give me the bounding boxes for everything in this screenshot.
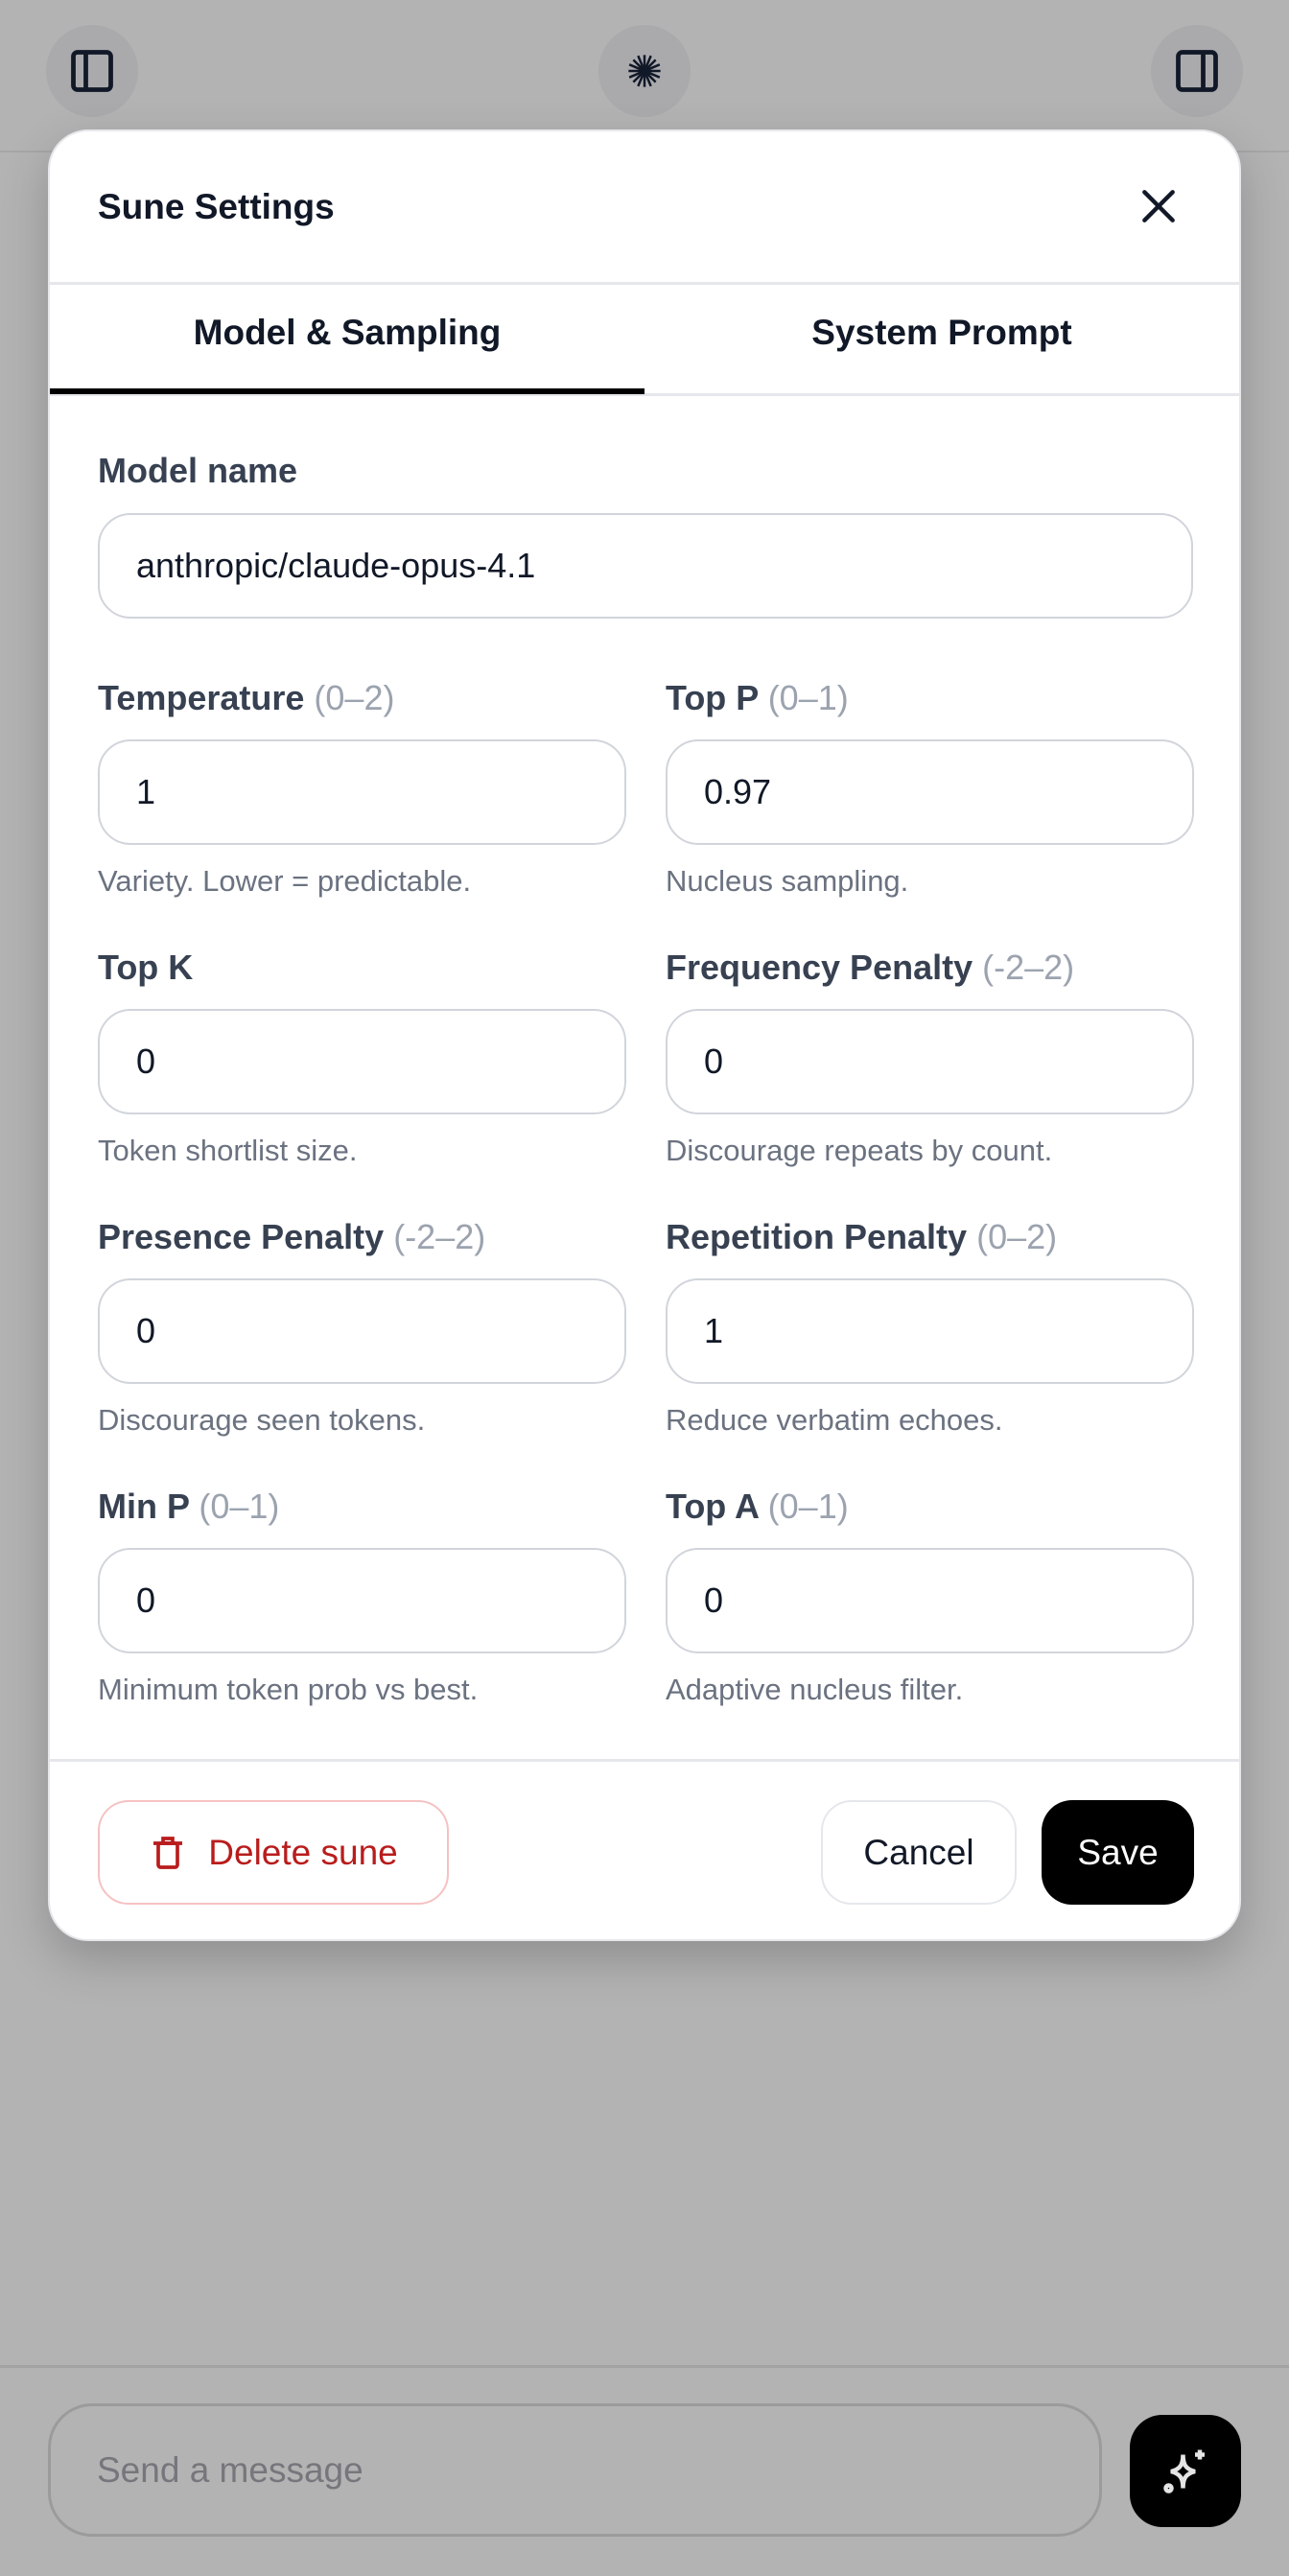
top-p-label-text: Top P — [666, 678, 759, 717]
top-p-range: (0–1) — [767, 678, 849, 717]
presence-penalty-help: Discourage seen tokens. — [98, 1403, 426, 1437]
delete-label: Delete sune — [208, 1832, 398, 1872]
presence-penalty-input[interactable]: 0 — [98, 1278, 626, 1384]
send-button[interactable] — [1130, 2415, 1241, 2527]
min-p-label: Min P (0–1) — [98, 1487, 279, 1527]
top-k-input[interactable]: 0 — [98, 1009, 626, 1114]
repetition-penalty-input[interactable]: 1 — [666, 1278, 1194, 1384]
presence-penalty-label-text: Presence Penalty — [98, 1217, 385, 1256]
min-p-label-text: Min P — [98, 1487, 190, 1526]
temperature-input[interactable]: 1 — [98, 739, 626, 845]
delete-sune-button[interactable]: Delete sune — [98, 1800, 449, 1905]
top-k-label-text: Top K — [98, 948, 194, 987]
top-p-help: Nucleus sampling. — [666, 864, 909, 898]
min-p-input[interactable]: 0 — [98, 1548, 626, 1653]
top-a-help: Adaptive nucleus filter. — [666, 1673, 964, 1706]
temperature-label: Temperature (0–2) — [98, 678, 394, 718]
top-k-label: Top K — [98, 948, 193, 988]
top-p-input[interactable]: 0.97 — [666, 739, 1194, 845]
temperature-help: Variety. Lower = predictable. — [98, 864, 472, 898]
presence-penalty-range: (-2–2) — [393, 1217, 486, 1256]
frequency-penalty-input[interactable]: 0 — [666, 1009, 1194, 1114]
sparkle-burst-icon — [628, 55, 661, 87]
repetition-penalty-label: Repetition Penalty (0–2) — [666, 1217, 1057, 1257]
close-icon[interactable] — [1137, 185, 1180, 227]
repetition-penalty-help: Reduce verbatim echoes. — [666, 1403, 1003, 1437]
divider — [50, 1759, 1239, 1762]
top-a-label-text: Top A — [666, 1487, 759, 1526]
min-p-help: Minimum token prob vs best. — [98, 1673, 479, 1706]
sparkles-icon — [1163, 2449, 1205, 2494]
model-name-label: Model name — [98, 451, 298, 490]
temperature-range: (0–2) — [314, 678, 395, 717]
divider — [50, 393, 1239, 396]
composer-divider — [0, 2365, 1289, 2368]
frequency-penalty-help: Discourage repeats by count. — [666, 1134, 1053, 1167]
top-a-input[interactable]: 0 — [666, 1548, 1194, 1653]
top-a-range: (0–1) — [767, 1487, 849, 1526]
repetition-penalty-range: (0–2) — [976, 1217, 1058, 1256]
divider — [50, 282, 1239, 285]
model-name-input[interactable]: anthropic/claude-opus-4.1 — [98, 513, 1193, 619]
frequency-penalty-range: (-2–2) — [982, 948, 1075, 987]
sune-avatar-button[interactable] — [598, 25, 691, 117]
sidebar-right-icon — [1176, 50, 1218, 92]
top-bar — [0, 0, 1289, 152]
min-p-range: (0–1) — [199, 1487, 280, 1526]
settings-modal: Sune Settings Model & Sampling System Pr… — [48, 129, 1241, 1941]
repetition-penalty-label-text: Repetition Penalty — [666, 1217, 968, 1256]
toggle-right-sidebar-button[interactable] — [1151, 25, 1243, 117]
frequency-penalty-label-text: Frequency Penalty — [666, 948, 973, 987]
top-p-label: Top P (0–1) — [666, 678, 849, 718]
frequency-penalty-label: Frequency Penalty (-2–2) — [666, 948, 1074, 988]
save-button[interactable]: Save — [1042, 1800, 1194, 1905]
tab-system-prompt[interactable]: System Prompt — [811, 313, 1072, 352]
sidebar-left-icon — [71, 50, 113, 92]
active-tab-indicator — [50, 388, 644, 394]
message-input[interactable]: Send a message — [48, 2403, 1102, 2537]
top-a-label: Top A (0–1) — [666, 1487, 849, 1527]
cancel-button[interactable]: Cancel — [821, 1800, 1017, 1905]
presence-penalty-label: Presence Penalty (-2–2) — [98, 1217, 485, 1257]
top-k-help: Token shortlist size. — [98, 1134, 358, 1167]
modal-title: Sune Settings — [98, 187, 335, 226]
toggle-left-sidebar-button[interactable] — [46, 25, 138, 117]
temperature-label-text: Temperature — [98, 678, 305, 717]
trash-icon — [153, 1836, 183, 1869]
tab-model-sampling[interactable]: Model & Sampling — [193, 313, 502, 352]
